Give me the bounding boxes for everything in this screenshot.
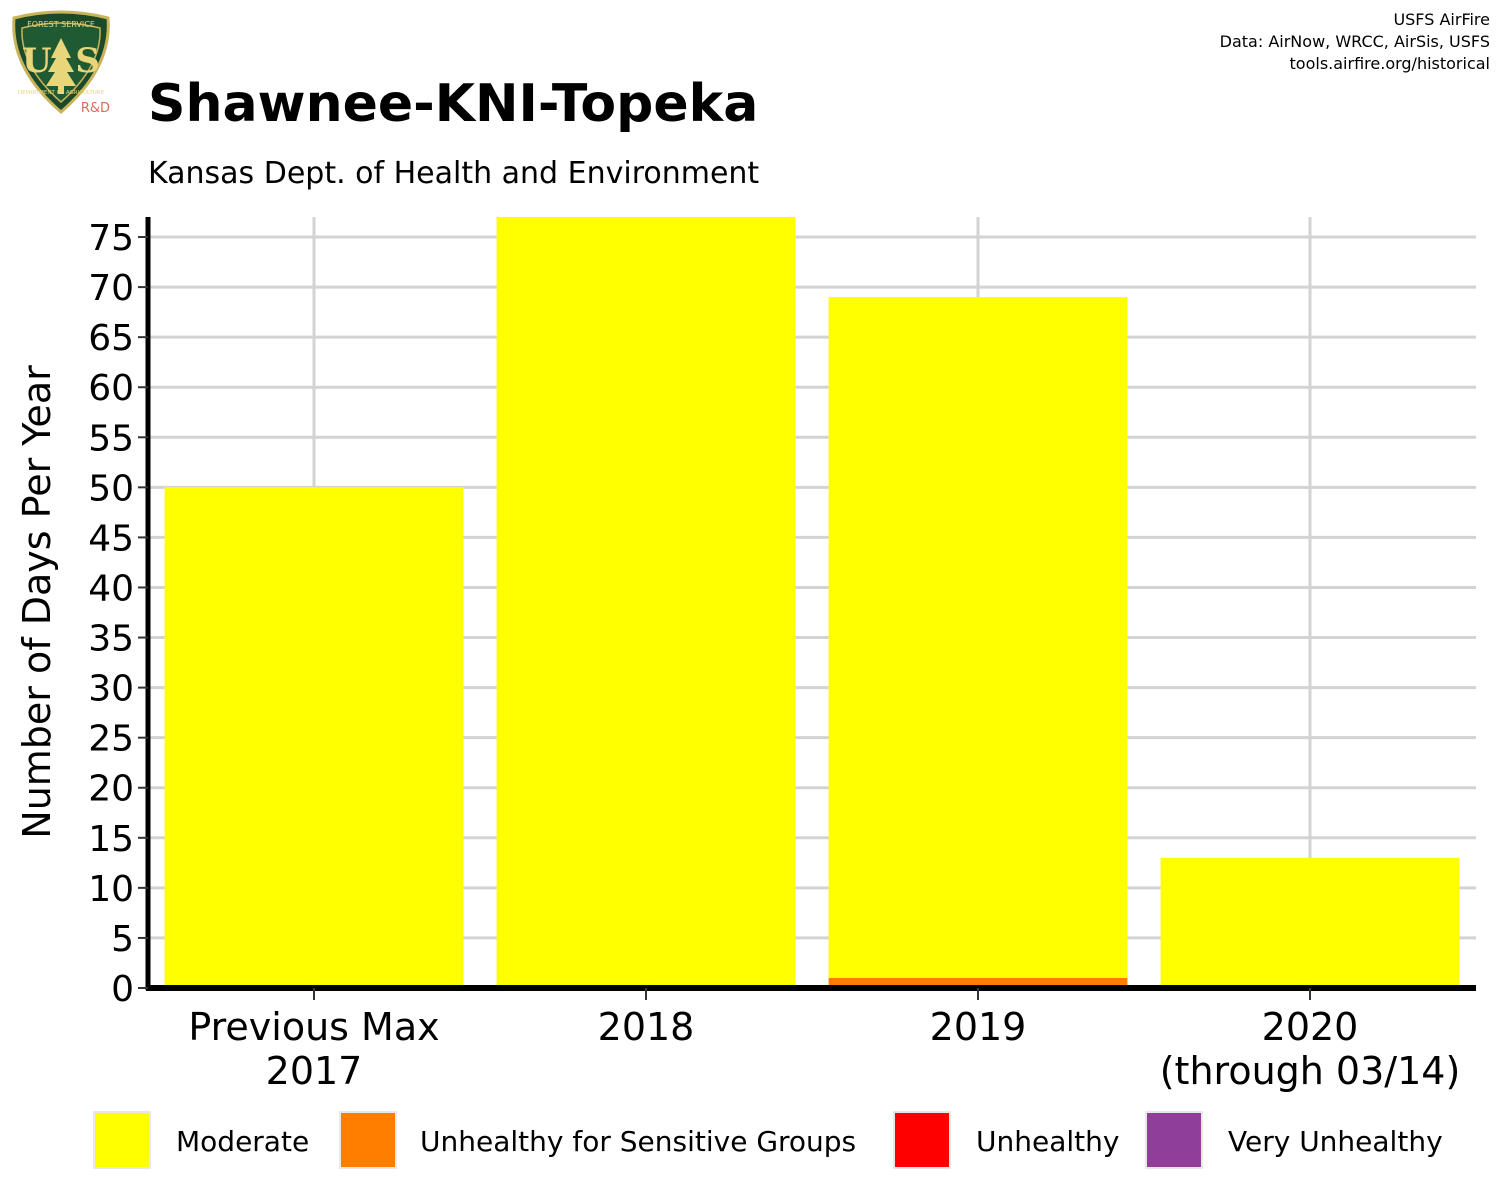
legend-swatch xyxy=(339,1111,397,1169)
y-tick-label: 30 xyxy=(88,669,134,710)
bar xyxy=(1160,857,1460,988)
y-tick-label: 15 xyxy=(88,819,134,860)
y-tick-label: 65 xyxy=(88,318,134,359)
legend-label: Unhealthy xyxy=(976,1125,1119,1158)
legend-swatch xyxy=(893,1111,951,1169)
y-tick-label: 5 xyxy=(111,919,134,960)
y-tick-label: 45 xyxy=(88,518,134,559)
y-tick-label: 70 xyxy=(88,268,134,309)
x-tick-label: 2019 xyxy=(930,1005,1027,1049)
y-tick-label: 55 xyxy=(88,418,134,459)
legend-swatch xyxy=(1145,1111,1203,1169)
x-tick-label: Previous Max xyxy=(188,1005,439,1049)
bar xyxy=(828,977,1128,988)
tree-icon xyxy=(46,38,76,94)
bar xyxy=(828,297,1128,978)
legend: Moderate Unhealthy for Sensitive Groups Un… xyxy=(93,1111,1443,1169)
y-tick-label: 0 xyxy=(111,969,134,1010)
axes xyxy=(145,217,1476,991)
y-tick-label: 25 xyxy=(88,719,134,760)
x-tick-label: (through 03/14) xyxy=(1160,1049,1461,1093)
y-tick-label: 40 xyxy=(88,568,134,609)
legend-label: Very Unhealthy xyxy=(1228,1125,1443,1158)
y-axis-label: Number of Days Per Year xyxy=(15,365,59,839)
x-tick-label: 2020 xyxy=(1262,1005,1359,1049)
credit-line-1: USFS AirFire xyxy=(1393,10,1490,29)
logo-top-text: FOREST SERVICE xyxy=(27,20,95,29)
legend-label: Moderate xyxy=(176,1125,309,1158)
chart-title: Shawnee-KNI-Topeka xyxy=(148,74,759,134)
y-tick-label: 20 xyxy=(88,769,134,810)
usfs-shield-logo: FOREST SERVICE U S DEPARTMENT OF AGRICUL… xyxy=(12,10,110,116)
bar xyxy=(496,217,796,988)
bar xyxy=(164,487,464,988)
y-tick-label: 75 xyxy=(88,218,134,259)
bars xyxy=(164,217,1460,988)
logo-badge: R&D xyxy=(81,101,110,116)
legend-swatch xyxy=(93,1111,151,1169)
y-tick-label: 50 xyxy=(88,468,134,509)
chart-subtitle: Kansas Dept. of Health and Environment xyxy=(148,156,760,191)
x-tick-label: 2018 xyxy=(598,1005,695,1049)
legend-label: Unhealthy for Sensitive Groups xyxy=(420,1125,856,1158)
y-tick-label: 10 xyxy=(88,869,134,910)
tick-labels: 0 5 10 15 20 25 30 35 40 45 50 55 60 65 70 75 Previous M… xyxy=(88,218,1460,1093)
credit-line-3: tools.airfire.org/historical xyxy=(1289,54,1490,73)
logo-bottom-text: DEPARTMENT OF AGRICULTURE xyxy=(18,90,105,96)
y-tick-label: 60 xyxy=(88,368,134,409)
x-tick-label: 2017 xyxy=(266,1049,363,1093)
credit-line-2: Data: AirNow, WRCC, AirSis, USFS xyxy=(1219,32,1490,51)
y-tick-label: 35 xyxy=(88,619,134,660)
